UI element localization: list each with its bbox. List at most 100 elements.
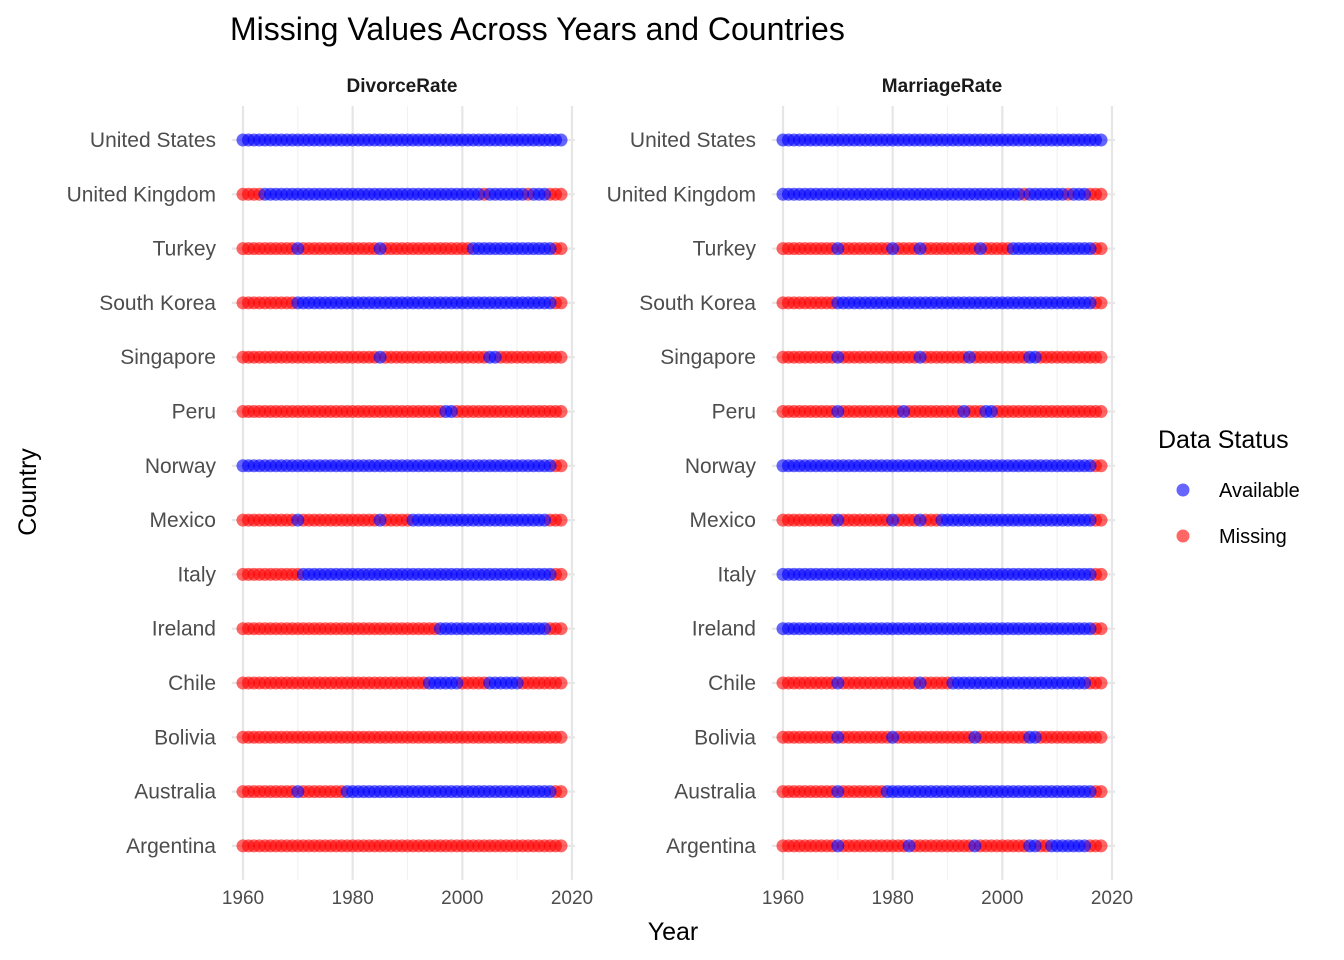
available-points	[776, 187, 1092, 201]
data-point-available	[291, 513, 305, 527]
x-tick-label: 1980	[872, 888, 914, 909]
y-tick-label: Mexico	[149, 509, 216, 532]
y-tick-label: Argentina	[666, 835, 756, 858]
data-point-available	[538, 187, 552, 201]
missing-points	[236, 785, 568, 799]
y-tick-label: Peru	[172, 401, 216, 424]
data-point-available	[450, 676, 464, 690]
data-point-missing	[554, 296, 568, 310]
data-point-available	[554, 133, 568, 147]
y-tick-label: Argentina	[126, 835, 216, 858]
data-point-available	[913, 242, 927, 256]
y-tick-label: Mexico	[689, 509, 756, 532]
y-tick-label: Ireland	[152, 618, 216, 641]
available-points	[831, 242, 1097, 256]
data-point-available	[831, 839, 845, 853]
data-point-available	[957, 405, 971, 418]
data-point-available	[1083, 785, 1097, 799]
y-tick-label: United Kingdom	[607, 183, 756, 206]
x-tick-label: 1960	[762, 888, 804, 909]
available-points	[831, 350, 1042, 364]
data-point-available	[1028, 730, 1042, 744]
data-point-available	[886, 730, 900, 744]
x-tick-label: 2000	[981, 888, 1023, 909]
data-point-missing	[554, 405, 568, 418]
data-point-available	[543, 459, 557, 473]
missing-points	[776, 350, 1108, 364]
available-points	[776, 459, 1097, 473]
data-point-missing	[1094, 839, 1108, 853]
data-point-available	[1083, 513, 1097, 527]
available-points	[831, 296, 1097, 310]
data-point-missing	[1094, 730, 1108, 744]
y-tick-label: Norway	[685, 455, 757, 478]
data-point-available	[488, 350, 502, 364]
data-point-missing	[1094, 187, 1108, 201]
missing-points	[776, 405, 1108, 418]
panels: DivorceRate United States United Kingdom Tu…	[67, 76, 1134, 909]
data-point-available	[913, 350, 927, 364]
facet-label: MarriageRate	[882, 76, 1002, 97]
data-point-available	[897, 405, 911, 418]
y-tick-label: Singapore	[660, 346, 756, 369]
data-point-available	[1012, 187, 1026, 201]
data-point-available	[373, 242, 387, 256]
available-points	[422, 676, 524, 690]
x-tick-label: 2000	[441, 888, 483, 909]
y-tick-label: South Korea	[639, 292, 756, 315]
available-points	[258, 187, 552, 201]
data-point-missing	[554, 839, 568, 853]
data-point-available	[472, 187, 486, 201]
data-point-available	[510, 676, 524, 690]
data-point-missing	[554, 730, 568, 744]
available-points	[373, 350, 502, 364]
data-point-missing	[1094, 242, 1108, 256]
available-points	[776, 133, 1108, 147]
data-point-available	[831, 405, 845, 418]
y-tick-label: Chile	[168, 672, 216, 695]
data-point-missing	[1094, 676, 1108, 690]
available-points	[831, 405, 998, 418]
data-point-available	[543, 567, 557, 581]
y-tick-label: Italy	[717, 563, 756, 586]
y-tick-label: South Korea	[99, 292, 216, 315]
available-points	[776, 622, 1097, 636]
x-tick-label: 1980	[332, 888, 374, 909]
data-point-available	[913, 513, 927, 527]
available-points	[776, 567, 1097, 581]
data-point-available	[543, 296, 557, 310]
y-tick-label: Peru	[712, 401, 756, 424]
data-point-available	[1083, 567, 1097, 581]
y-tick-label: Australia	[134, 781, 216, 804]
data-point-available	[962, 350, 976, 364]
legend-label-available: Available	[1219, 480, 1300, 502]
data-point-available	[373, 350, 387, 364]
data-point-available	[831, 730, 845, 744]
y-tick-label: Italy	[177, 563, 216, 586]
data-point-available	[973, 242, 987, 256]
data-point-available	[1083, 296, 1097, 310]
y-tick-label: Bolivia	[694, 726, 756, 749]
available-points	[831, 839, 1092, 853]
y-tick-label: Bolivia	[154, 726, 216, 749]
available-points	[439, 405, 458, 418]
data-point-available	[373, 513, 387, 527]
panel-divorcerate: DivorceRate United States United Kingdom Tu…	[67, 76, 594, 909]
y-tick-label: Turkey	[693, 238, 757, 261]
data-point-missing	[554, 350, 568, 364]
legend: Data Status Available Missing	[1158, 426, 1300, 548]
missing-points	[236, 567, 568, 581]
available-points	[236, 459, 557, 473]
missing-points	[236, 622, 568, 636]
available-points	[831, 730, 1042, 744]
data-point-available	[1083, 459, 1097, 473]
available-points	[296, 567, 557, 581]
data-point-available	[1083, 242, 1097, 256]
available-points	[433, 622, 552, 636]
data-point-available	[831, 785, 845, 799]
data-point-missing	[1094, 567, 1108, 581]
data-point-missing	[1094, 405, 1108, 418]
available-points	[831, 785, 1097, 799]
data-point-available	[902, 839, 916, 853]
